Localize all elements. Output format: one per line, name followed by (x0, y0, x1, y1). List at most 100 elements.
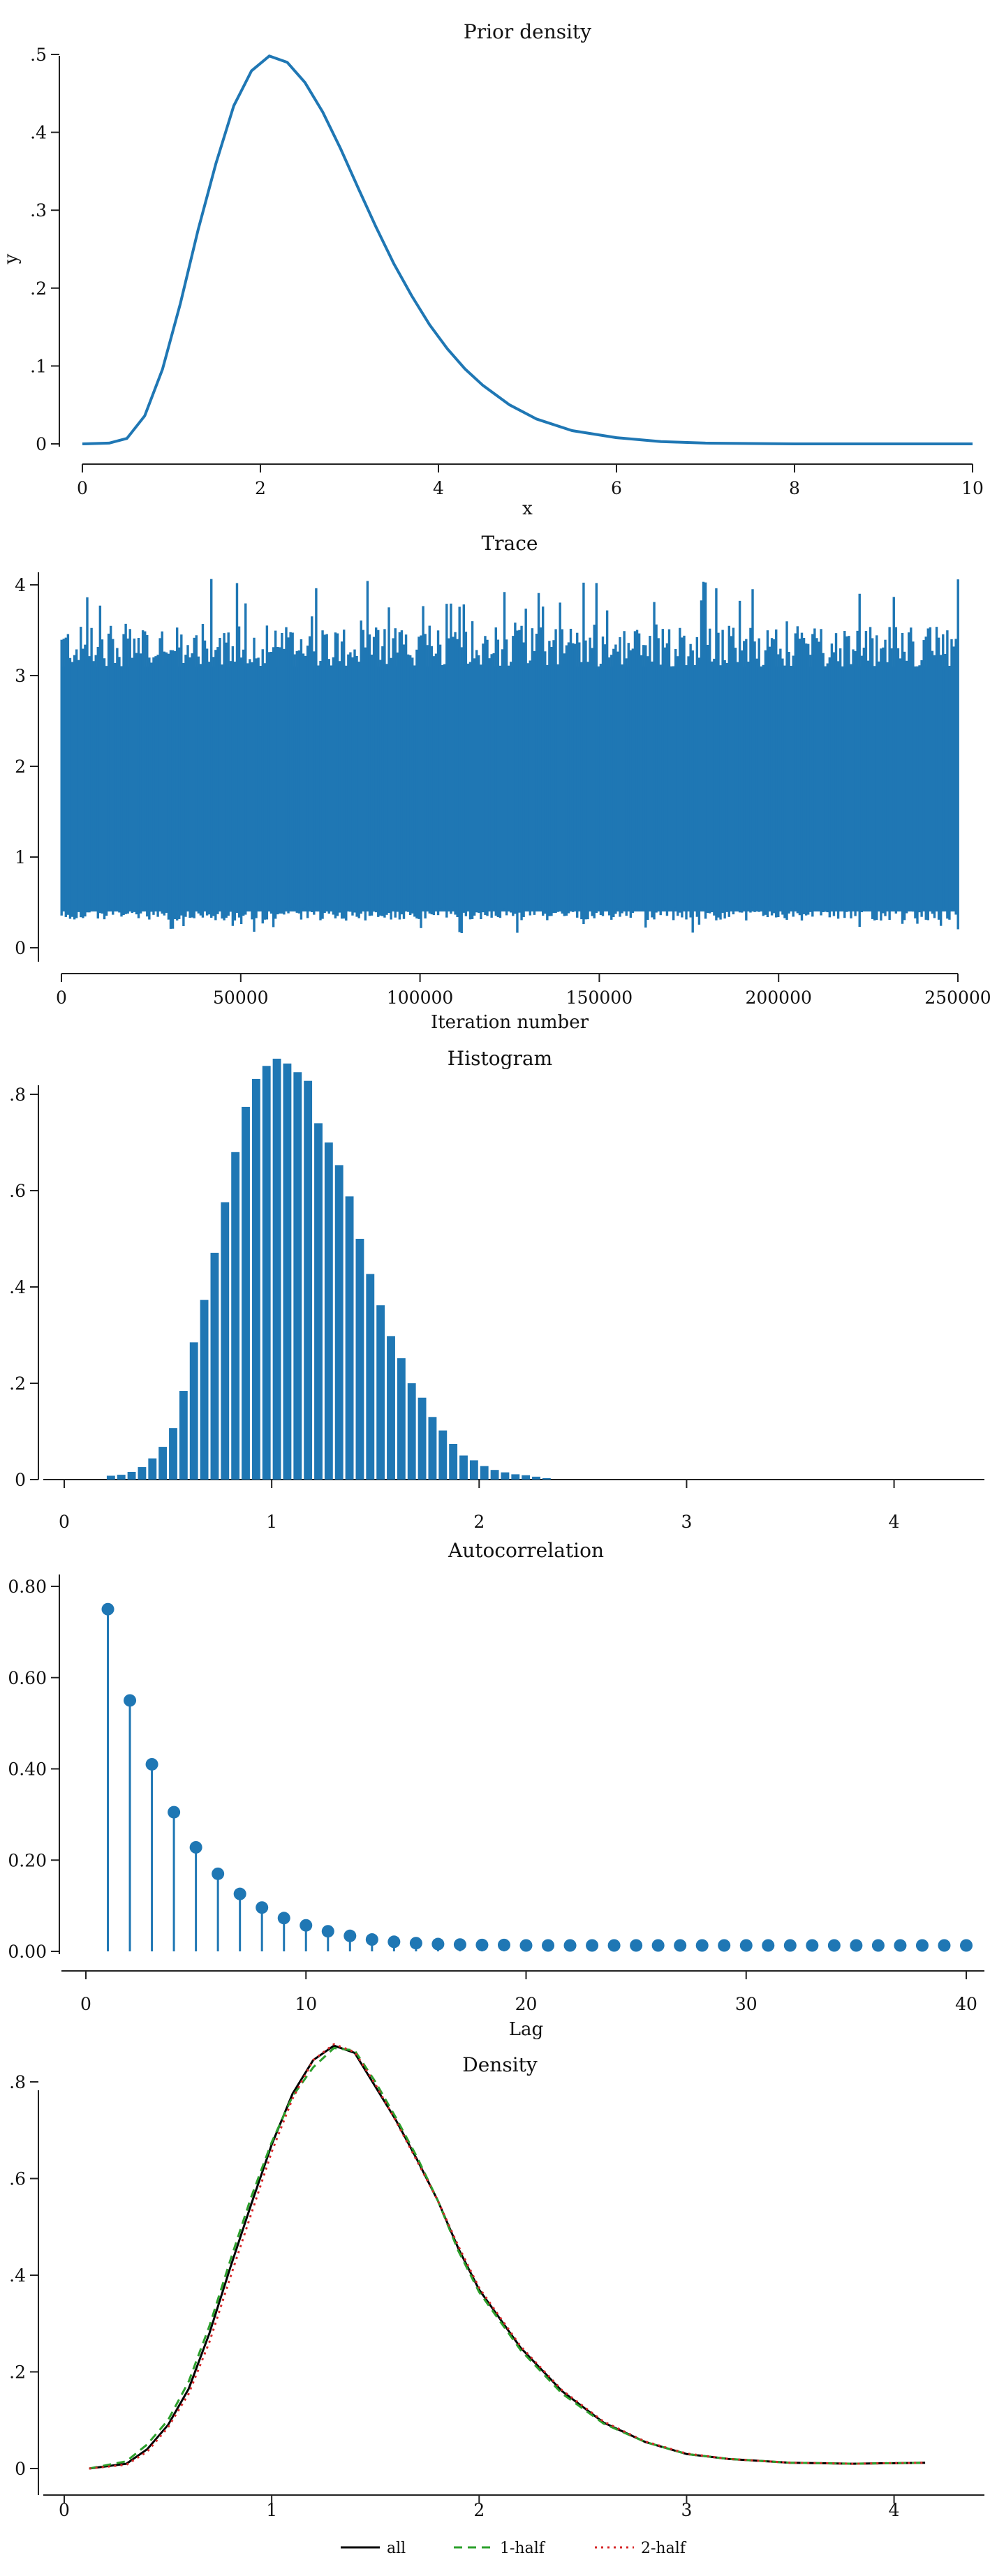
trace-spike (131, 657, 134, 914)
trace-spike (526, 663, 529, 911)
trace-spike (406, 654, 410, 912)
trace-spike (456, 639, 459, 918)
trace-spike (901, 632, 904, 924)
trace-spike (866, 660, 870, 909)
trace-spike (152, 657, 155, 915)
histogram-bar (387, 1336, 395, 1480)
autocorrelation-stems (101, 1602, 973, 1952)
trace-spike (832, 652, 836, 916)
trace-spike (916, 666, 919, 924)
histogram-bar (324, 1142, 333, 1480)
trace-spike (199, 664, 202, 916)
trace-spike (745, 639, 748, 921)
trace-spike (838, 648, 842, 911)
trace-spike (452, 636, 455, 908)
trace-spike (732, 627, 735, 915)
trace-spike (772, 639, 776, 914)
trace-spike (627, 643, 630, 911)
trace-spike (338, 661, 341, 913)
trace-spike (257, 657, 260, 910)
trace-spike (775, 629, 778, 918)
trace-spike (120, 666, 123, 917)
trace-spike (937, 637, 940, 920)
histogram-bar (511, 1474, 520, 1480)
trace-spike (845, 636, 848, 912)
x-tick-label: 1 (266, 2500, 277, 2520)
trace-spike (167, 653, 170, 920)
trace-spike (390, 657, 392, 920)
trace-spike (265, 625, 269, 920)
x-axis-label: Iteration number (431, 1012, 589, 1033)
x-tick-label: 40 (955, 1994, 977, 2014)
trace-spike (952, 646, 955, 909)
trace-spike (146, 634, 149, 917)
histogram-bar (418, 1397, 427, 1480)
acf-point (365, 1933, 378, 1946)
trace-spike (197, 656, 200, 914)
trace-spike (156, 655, 159, 917)
acf-point (409, 1937, 422, 1950)
trace-spike (484, 636, 487, 915)
trace-spike (212, 657, 215, 916)
trace-spike (802, 638, 806, 914)
trace-spike (880, 648, 882, 921)
trace-spike (908, 632, 910, 909)
trace-spike (670, 666, 673, 911)
x-tick-label: 4 (889, 2500, 900, 2520)
trace-spike (255, 658, 258, 918)
trace-spike (387, 607, 390, 914)
trace-spike (454, 632, 457, 915)
histogram-bar (231, 1152, 240, 1480)
trace-spike (677, 656, 679, 916)
trace-spike (631, 648, 635, 914)
acf-point (607, 1939, 621, 1952)
trace-spike (353, 649, 356, 913)
trace-spike (779, 648, 782, 910)
y-tick-label: .4 (9, 2265, 26, 2286)
panel-2-axes: 0 1 2 3 4 0 50000 100000 150000 200000 250000 Trace… (15, 532, 990, 1033)
trace-spike (512, 636, 515, 916)
trace-spike (90, 627, 93, 907)
trace-spike (96, 646, 99, 919)
trace-spike (180, 634, 183, 916)
trace-spike (88, 656, 91, 913)
trace-spike (548, 641, 551, 916)
trace-spike (702, 581, 705, 908)
trace-spike (347, 654, 350, 909)
y-tick-label: 0.80 (8, 1577, 47, 1597)
trace-spike (529, 660, 532, 916)
trace-spike (813, 628, 816, 911)
histogram-bar (293, 1072, 302, 1480)
histogram-bar (127, 1471, 136, 1480)
y-tick-label: 0 (15, 2459, 26, 2479)
trace-spike (788, 652, 790, 914)
trace-spike (914, 666, 917, 918)
trace-spike (323, 634, 326, 914)
trace-spike (214, 650, 217, 921)
trace-spike (734, 648, 737, 911)
trace-spike (272, 647, 275, 928)
trace-spike (926, 628, 929, 921)
trace-spike (948, 665, 951, 920)
histogram-bar (376, 1305, 385, 1480)
trace-spike (126, 638, 129, 914)
trace-spike (760, 666, 762, 911)
trace-spike (830, 643, 834, 912)
trace-spike (319, 661, 322, 921)
trace-spike (364, 647, 367, 921)
trace-spike (935, 627, 938, 909)
trace-spike (888, 627, 891, 921)
trace-spike (507, 665, 510, 909)
trace-spike (603, 644, 607, 911)
trace-spike (681, 637, 684, 918)
trace-spike (912, 641, 915, 912)
trace-spike (396, 652, 399, 912)
trace-spike (150, 662, 153, 912)
trace-spike (781, 658, 784, 915)
trace-spike (368, 634, 371, 916)
x-tick-label: 4 (889, 1512, 900, 1532)
trace-spike (597, 666, 600, 909)
trace-spike (297, 650, 301, 914)
trace-spike (398, 632, 401, 920)
